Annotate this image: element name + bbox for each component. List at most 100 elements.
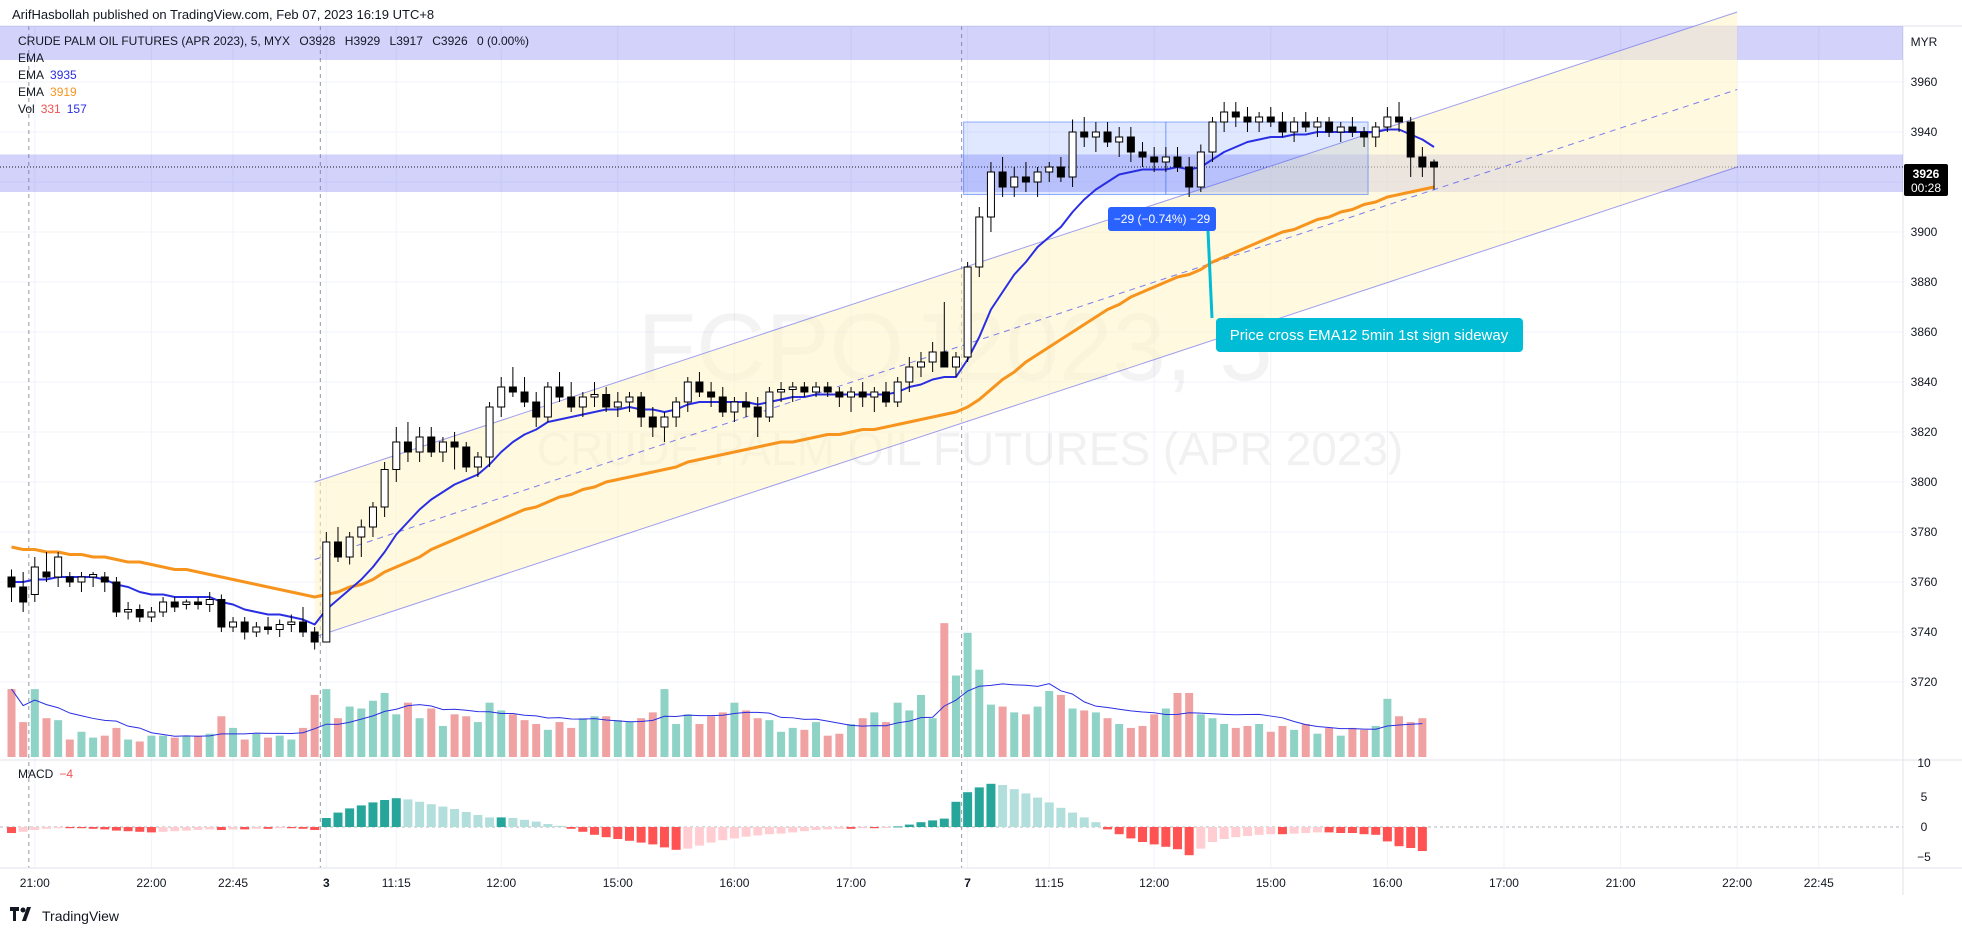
volume-bar xyxy=(835,733,844,757)
candle xyxy=(1173,147,1182,172)
candle xyxy=(287,614,296,632)
publisher-line: ArifHasbollah published on TradingView.c… xyxy=(12,7,435,22)
macd-bar xyxy=(951,801,961,827)
volume-bar xyxy=(1290,729,1299,757)
candle xyxy=(124,602,133,620)
candle xyxy=(100,572,109,592)
legend-macd[interactable]: MACD −4 xyxy=(18,767,79,781)
macd-bar xyxy=(869,827,879,829)
volume-bar xyxy=(485,702,494,757)
macd-bar xyxy=(1242,827,1252,836)
last-price-value: 3926 xyxy=(1913,167,1940,181)
candle-body xyxy=(660,416,669,428)
candle xyxy=(392,427,401,482)
volume-bar xyxy=(322,689,331,757)
candle-body xyxy=(578,396,587,408)
callout[interactable]: Price cross EMA12 5min 1st sign sideway xyxy=(1206,230,1523,352)
candle-body xyxy=(753,406,762,418)
volume-bar xyxy=(660,689,669,757)
volume-bar xyxy=(42,718,51,757)
time-tick-label: 17:00 xyxy=(836,876,866,890)
volume-bar xyxy=(1360,729,1369,757)
candle-body xyxy=(1278,121,1287,133)
volume-bar xyxy=(1138,725,1147,757)
macd-bar xyxy=(286,827,296,829)
candle xyxy=(264,617,273,635)
candle xyxy=(357,519,366,557)
candle xyxy=(19,572,28,612)
volume-bar xyxy=(240,739,249,757)
macd-bar xyxy=(181,827,191,831)
candle-body xyxy=(1126,136,1135,153)
candle-body xyxy=(1383,116,1392,128)
last-price-label: 3926 00:28 xyxy=(1904,164,1948,196)
macd-bar xyxy=(485,817,495,827)
macd-bar xyxy=(974,787,984,827)
candle-body xyxy=(485,406,494,458)
volume-bar xyxy=(392,714,401,757)
legend-ema1[interactable]: EMA 3935 xyxy=(18,68,83,82)
candle xyxy=(1371,122,1380,147)
macd-bar xyxy=(963,792,973,827)
macd-bar xyxy=(578,827,588,832)
macd-bar xyxy=(718,827,728,841)
candle-body xyxy=(847,391,856,398)
volume-bar xyxy=(742,710,751,757)
macd-bar xyxy=(18,827,28,832)
candle xyxy=(847,387,856,412)
legend-volume[interactable]: Vol 331 157 xyxy=(18,102,93,116)
macd-bar xyxy=(1033,797,1043,827)
candle-body xyxy=(683,381,692,403)
macd-value: −4 xyxy=(59,767,74,781)
candles xyxy=(7,102,1439,650)
volume-bar xyxy=(1173,692,1182,757)
candle-body xyxy=(1348,126,1357,133)
candle xyxy=(718,387,727,417)
volume-bar xyxy=(1278,725,1287,757)
candle-body xyxy=(625,396,634,403)
candle-body xyxy=(89,574,98,578)
candle-body xyxy=(159,601,168,613)
header-band xyxy=(0,26,1903,60)
candle-body xyxy=(462,446,471,468)
candle-body xyxy=(613,401,622,408)
candle xyxy=(858,382,867,407)
macd-bar xyxy=(368,802,378,827)
volume-bar xyxy=(882,722,890,757)
legend-ema0[interactable]: EMA xyxy=(18,51,50,65)
time-tick-label: 22:00 xyxy=(1722,876,1752,890)
macd-bar xyxy=(1417,827,1427,851)
candle xyxy=(1220,102,1229,132)
macd-bar xyxy=(916,822,926,827)
volume-bar xyxy=(380,692,389,757)
candle-body xyxy=(124,609,133,613)
footer-brand[interactable]: TradingView xyxy=(10,906,119,926)
candle-body xyxy=(1231,111,1240,118)
legend-c-value: 3926 xyxy=(440,34,468,48)
macd-bar xyxy=(1277,827,1287,835)
macd-bar xyxy=(1289,827,1299,834)
candle-body xyxy=(368,506,377,528)
candle-body xyxy=(240,621,249,633)
candle-body xyxy=(940,351,949,368)
candle xyxy=(380,462,389,517)
volume-bar xyxy=(870,712,879,757)
volume-bar xyxy=(1068,708,1077,757)
vol-ma-value: 157 xyxy=(66,102,87,116)
candle-body xyxy=(882,391,890,403)
legend-ema2[interactable]: EMA 3919 xyxy=(18,85,83,99)
candle-body xyxy=(800,386,809,393)
volume-bar xyxy=(672,724,681,757)
candle xyxy=(777,382,786,402)
measure-label[interactable]: −29 (−0.74%) −29 xyxy=(1108,207,1216,231)
candle-body xyxy=(1406,121,1415,158)
ema0-label: EMA xyxy=(18,51,45,65)
macd-bar xyxy=(1301,827,1311,833)
price-tick-label: 3800 xyxy=(1911,475,1938,489)
candle xyxy=(89,572,98,587)
macd-bar xyxy=(1324,827,1334,833)
candle xyxy=(1150,147,1159,172)
candle xyxy=(368,502,377,537)
macd-bar xyxy=(41,827,51,829)
